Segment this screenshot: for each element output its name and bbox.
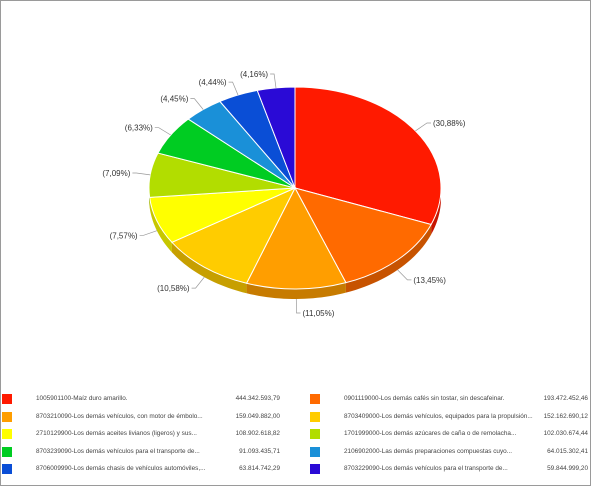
legend-label: 0901119000-Los demás cafés sin tostar, s… xyxy=(344,395,505,402)
legend-swatch xyxy=(310,446,320,457)
legend-value: 64.015.302,41 xyxy=(547,447,588,455)
label-leader-line xyxy=(139,230,158,236)
legend-value: 63.814.742,29 xyxy=(239,465,280,472)
legend-swatch xyxy=(2,411,12,422)
legend-swatch xyxy=(310,394,320,404)
slice-percent-label: (30,88%) xyxy=(433,119,466,128)
legend-swatch xyxy=(2,429,12,439)
legend-item[interactable]: 0901119000-Los demás cafés sin tostar, s… xyxy=(310,392,588,408)
legend-item[interactable]: 1701999000-Los demás azúcares de caña o … xyxy=(310,427,588,443)
slice-percent-label: (4,16%) xyxy=(240,70,268,79)
label-leader-line xyxy=(132,172,151,176)
label-leader-line xyxy=(397,269,412,281)
slice-percent-label: (10,58%) xyxy=(157,284,190,293)
slice-percent-label: (6,33%) xyxy=(125,124,153,133)
pie-chart: (30,88%) (13,45%) (11,05%) (10,58%) (7,57%) (… xyxy=(102,70,465,318)
label-leader-line xyxy=(228,81,239,96)
slice-percent-label: (7,57%) xyxy=(110,231,138,240)
legend-label: 2710129900-Los demás aceites livianos (l… xyxy=(36,430,197,437)
legend-swatch xyxy=(310,464,320,474)
legend-item[interactable]: 8703239090-Los demás vehículos para el t… xyxy=(2,445,280,461)
legend-value: 108.902.618,82 xyxy=(235,430,280,437)
pie-slice-4[interactable] xyxy=(171,186,297,284)
pie-slice-side xyxy=(246,282,346,299)
legend-item[interactable]: 8703409000-Los demás vehículos, equipado… xyxy=(310,410,588,426)
legend-item[interactable]: 2710129900-Los demás aceites livianos (l… xyxy=(2,427,280,443)
legend-label: 8703239090-Los demás vehículos para el t… xyxy=(36,447,200,455)
pie-slice-side xyxy=(431,188,441,235)
slice-percent-label: (11,05%) xyxy=(303,309,335,318)
pie-slice-2[interactable] xyxy=(294,187,432,284)
label-leader-line xyxy=(295,298,301,314)
legend-label: 1005901100-Maíz duro amarillo. xyxy=(36,395,128,402)
legend-label: 8703210090-Los demás vehículos, con moto… xyxy=(36,412,203,420)
legend-swatch xyxy=(2,446,12,457)
pie-slices xyxy=(148,86,442,290)
legend-value: 159.049.882,00 xyxy=(235,412,280,420)
pie-slice-side xyxy=(171,242,247,294)
legend-label: 8703409000-Los demás vehículos, equipado… xyxy=(344,412,533,420)
legend-swatch xyxy=(310,429,320,439)
pie-slice-side xyxy=(345,224,432,293)
legend-item[interactable]: 1005901100-Maíz duro amarillo. 444.342.59… xyxy=(2,392,280,408)
label-leader-line xyxy=(270,73,277,88)
pie-slice-1[interactable] xyxy=(294,86,442,226)
slice-percent-label: (4,44%) xyxy=(199,78,227,87)
pie-labels: (30,88%) (13,45%) (11,05%) (10,58%) (7,57%) (… xyxy=(102,70,465,318)
legend-value: 152.162.690,12 xyxy=(543,412,588,420)
legend-label: 2106902000-Las demás preparaciones compu… xyxy=(344,447,513,455)
legend-label: 8706009990-Los demás chasis de vehículos… xyxy=(36,465,206,472)
slice-percent-label: (4,45%) xyxy=(160,95,188,104)
legend-label: 8703229090-Los demás vehículos para el t… xyxy=(344,465,508,472)
legend-value: 59.844.999,20 xyxy=(547,465,588,472)
legend-label: 1701999000-Los demás azúcares de caña o … xyxy=(344,430,517,437)
label-leader-line xyxy=(154,127,171,136)
pie-slice-3[interactable] xyxy=(245,186,347,290)
pie-slice-side xyxy=(149,197,172,253)
legend-swatch xyxy=(310,411,320,422)
legend-item[interactable]: 8703229090-Los demás vehículos para el t… xyxy=(310,462,588,478)
label-leader-line xyxy=(415,122,431,132)
legend-swatch xyxy=(2,394,12,404)
legend-value: 91.093.435,71 xyxy=(239,447,280,455)
legend-value: 444.342.593,79 xyxy=(235,395,280,402)
label-leader-line xyxy=(191,276,205,289)
slice-percent-label: (7,09%) xyxy=(102,169,130,178)
legend-value: 193.472.452,46 xyxy=(543,395,588,402)
legend-item[interactable]: 8703210090-Los demás vehículos, con moto… xyxy=(2,410,280,426)
legend-item[interactable]: 8706009990-Los demás chasis de vehículos… xyxy=(2,462,280,478)
slice-percent-label: (13,45%) xyxy=(413,276,446,285)
label-leader-line xyxy=(190,98,204,110)
legend-item[interactable]: 2106902000-Las demás preparaciones compu… xyxy=(310,445,588,461)
legend-swatch xyxy=(2,464,12,474)
legend-value: 102.030.674,44 xyxy=(543,430,588,437)
